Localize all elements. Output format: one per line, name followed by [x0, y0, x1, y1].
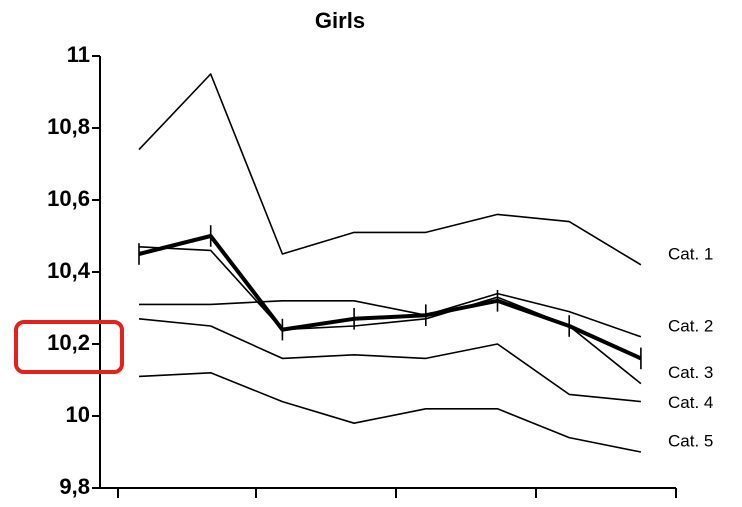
legend-label: Cat. 3: [668, 363, 713, 382]
series-line: [138, 234, 642, 361]
y-tick-label: 10,8: [47, 114, 90, 139]
highlight-box: [14, 320, 124, 374]
y-tick-label: 10: [66, 402, 90, 427]
series-line: [138, 318, 641, 403]
legend-label: Cat. 4: [668, 393, 713, 412]
y-tick-label: 10,2: [47, 330, 90, 355]
series-line: [138, 371, 642, 453]
legend-label: Cat. 5: [668, 431, 713, 450]
y-tick-label: 10,6: [47, 186, 90, 211]
y-tick-label: 9,8: [59, 474, 90, 499]
y-tick-label: 11: [67, 42, 90, 67]
chart-title: Girls: [315, 8, 365, 33]
series-line: [138, 73, 642, 266]
x-axis-ticks: [117, 488, 677, 498]
legend-label: Cat. 2: [668, 316, 713, 335]
legend-label: Cat. 1: [668, 244, 713, 263]
series-line: [139, 292, 642, 338]
y-tick-label: 10,4: [47, 258, 91, 283]
